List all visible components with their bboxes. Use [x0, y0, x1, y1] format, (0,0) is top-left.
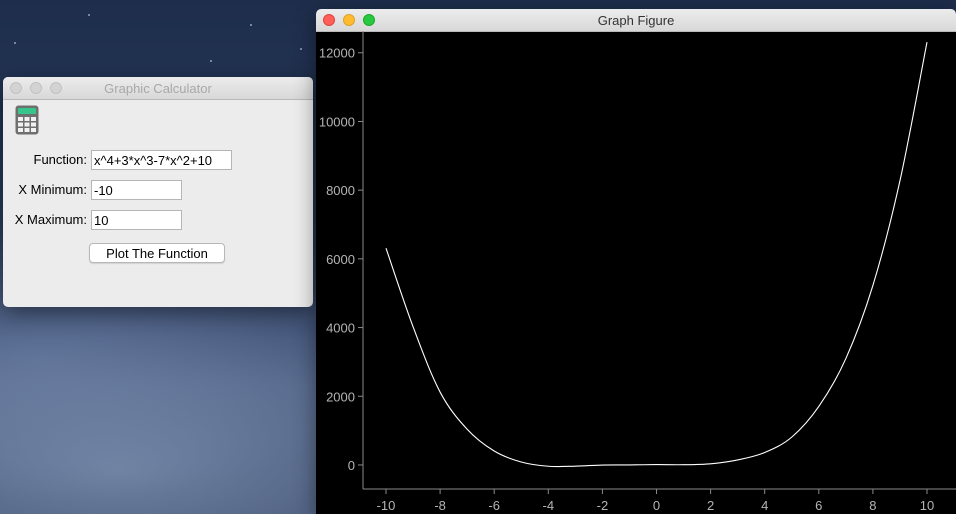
calculator-title-bar[interactable]: Graphic Calculator: [3, 77, 313, 100]
y-tick-label: 2000: [326, 389, 355, 404]
star-decoration: [88, 14, 90, 16]
x-tick-label: -4: [543, 498, 555, 513]
star-decoration: [300, 48, 302, 50]
graph-window-title: Graph Figure: [597, 13, 675, 28]
graph-title-bar[interactable]: Graph Figure: [316, 9, 956, 32]
y-tick-label: 0: [348, 458, 355, 473]
minimize-button-inactive[interactable]: [30, 82, 42, 94]
x-tick-label: -6: [488, 498, 500, 513]
function-label: Function:: [33, 152, 87, 167]
minimize-button[interactable]: [343, 14, 355, 26]
function-curve: [385, 41, 928, 468]
calculator-window-title: Graphic Calculator: [104, 81, 212, 96]
y-tick-label: 6000: [326, 252, 355, 267]
maximize-button[interactable]: [363, 14, 375, 26]
x-tick-label: 0: [653, 498, 660, 513]
function-plot: 0 2000 4000 6000 8000 10000 12000 -10 -8 -6 -4 -2 0…: [319, 31, 956, 513]
y-tick-label: 10000: [319, 114, 355, 129]
x-tick-label: 4: [761, 498, 768, 513]
x-maximum-input[interactable]: [91, 210, 182, 230]
x-tick-label: 2: [707, 498, 714, 513]
x-tick-label: -8: [434, 498, 446, 513]
maximize-button-inactive[interactable]: [50, 82, 62, 94]
star-decoration: [250, 24, 252, 26]
x-tick-label: -2: [597, 498, 609, 513]
close-button-inactive[interactable]: [10, 82, 22, 94]
x-tick-label: -10: [377, 498, 396, 513]
x-minimum-input[interactable]: [91, 180, 182, 200]
graph-figure-window: Graph Figure 0 2000 4000 6000 8000 10000 12000…: [316, 9, 956, 514]
plot-function-button[interactable]: Plot The Function: [89, 243, 225, 263]
function-input[interactable]: [91, 150, 232, 170]
y-axis-ticks: 0 2000 4000 6000 8000 10000 12000: [319, 46, 363, 473]
calculator-icon: [15, 105, 39, 135]
star-decoration: [210, 60, 212, 62]
graphic-calculator-window: Graphic Calculator Function: X Minimum: …: [3, 77, 313, 307]
x-tick-label: 6: [815, 498, 822, 513]
x-maximum-label: X Maximum:: [14, 212, 87, 227]
y-tick-label: 12000: [319, 46, 355, 61]
star-decoration: [14, 42, 16, 44]
y-tick-label: 4000: [326, 321, 355, 336]
x-minimum-label: X Minimum:: [18, 182, 87, 197]
close-button[interactable]: [323, 14, 335, 26]
x-tick-label: 10: [920, 498, 934, 513]
x-tick-label: 8: [869, 498, 876, 513]
y-tick-label: 8000: [326, 183, 355, 198]
x-axis-ticks: -10 -8 -6 -4 -2 0 2 4 6 8 10: [377, 489, 934, 513]
